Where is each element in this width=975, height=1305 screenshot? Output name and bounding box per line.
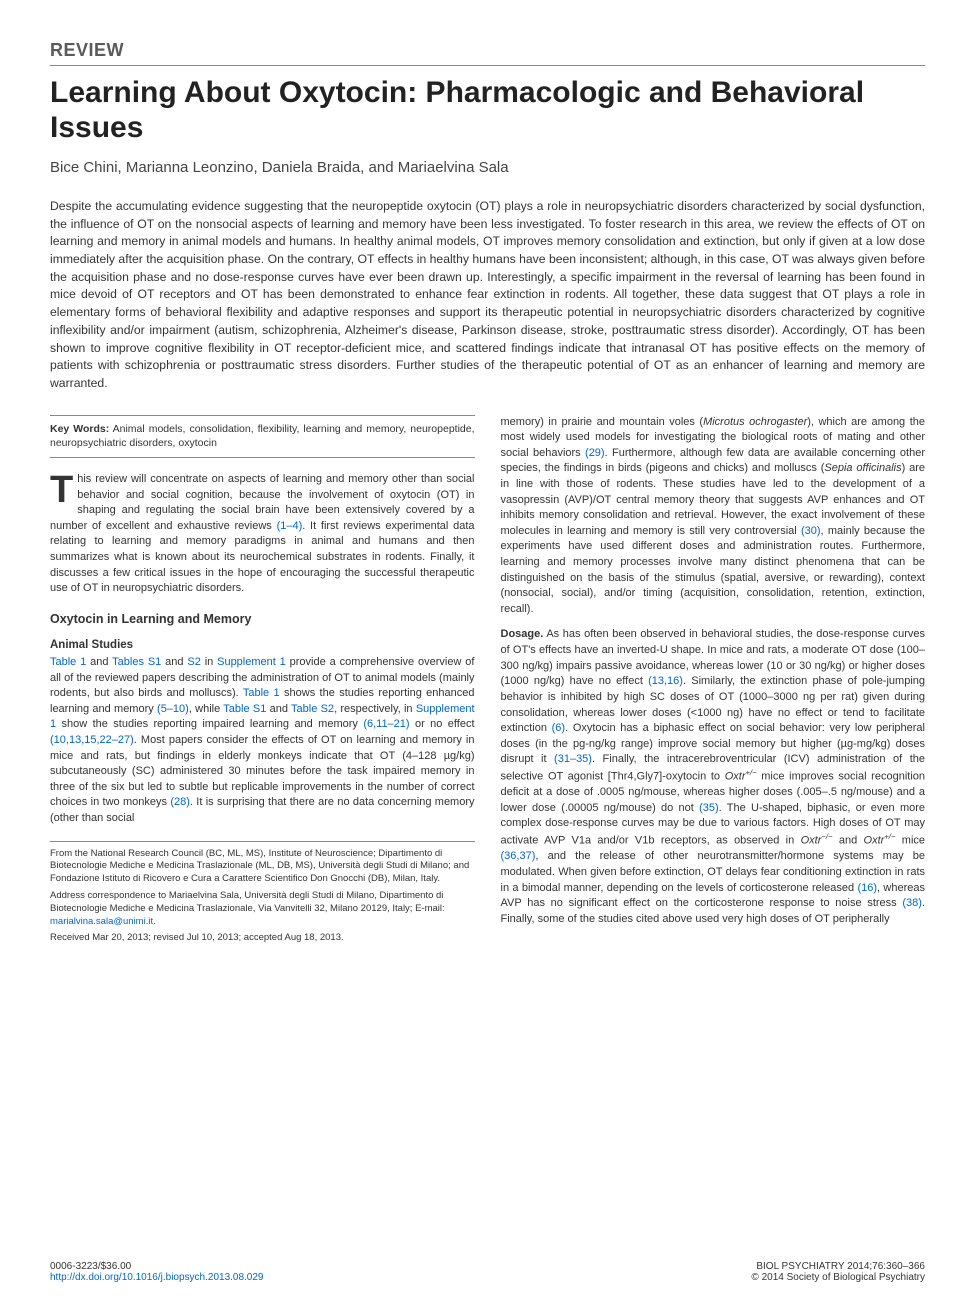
oxtr-3: Oxtr [864,835,885,847]
ref-35[interactable]: (35) [699,802,719,814]
dosage-paragraph: Dosage. As has often been observed in be… [501,627,926,927]
corr-email[interactable]: marialvina.sala@unimi.it [50,916,153,927]
t9: show the studies reporting impaired lear… [56,718,363,730]
oxtr-1: Oxtr [725,771,746,783]
ref-29[interactable]: (29) [585,447,605,459]
right-paragraph-1: memory) in prairie and mountain voles (M… [501,415,926,618]
affiliation-box: From the National Research Council (BC, … [50,841,475,946]
ref-tables2-b[interactable]: Table S2 [291,703,334,715]
ref-30[interactable]: (30) [801,525,821,537]
ref-36-37[interactable]: (36,37) [501,850,536,862]
ref-1-4[interactable]: (1–4) [277,520,303,532]
species-microtus: Microtus ochrogaster [703,416,807,428]
r1i: , mainly because the experiments have us… [501,525,926,615]
animal-studies-paragraph: Table 1 and Tables S1 and S2 in Suppleme… [50,655,475,827]
ref-16[interactable]: (16) [857,882,877,894]
t8: , respectively, in [334,703,416,715]
oxtr-2-sup: −/− [821,832,832,841]
ref-table1-b[interactable]: Table 1 [243,687,280,699]
d7: and [832,835,863,847]
ref-6[interactable]: (6) [552,722,565,734]
t2: and [161,656,187,668]
ref-table1-a[interactable]: Table 1 [50,656,86,668]
corr-period: . [153,916,156,927]
oxtr-3-sup: +/− [884,832,895,841]
keywords-text: Animal models, consolidation, flexibilit… [50,423,475,450]
footer-left: 0006-3223/$36.00 http://dx.doi.org/10.10… [50,1261,264,1283]
dosage-runin: Dosage. [501,628,544,640]
oxtr-1-sup: +/− [745,768,756,777]
page-footer: 0006-3223/$36.00 http://dx.doi.org/10.10… [50,1261,925,1283]
oxtr-2: Oxtr [801,835,822,847]
section-heading-oxytocin: Oxytocin in Learning and Memory [50,611,475,629]
t6: , while [189,703,223,715]
t3: in [201,656,217,668]
ref-13-16[interactable]: (13,16) [648,675,683,687]
body-columns: Key Words: Animal models, consolidation,… [50,415,925,950]
article-title: Learning About Oxytocin: Pharmacologic a… [50,76,925,145]
footer-copyright: © 2014 Society of Biological Psychiatry [751,1272,925,1283]
corr-text: Address correspondence to Mariaelvina Sa… [50,890,445,914]
ref-31-35[interactable]: (31–35) [554,753,592,765]
t10: or no effect [410,718,475,730]
affiliation-from: From the National Research Council (BC, … [50,848,475,886]
affiliation-dates: Received Mar 20, 2013; revised Jul 10, 2… [50,932,475,945]
footer-doi[interactable]: http://dx.doi.org/10.1016/j.biopsych.201… [50,1272,264,1283]
ref-10-27[interactable]: (10,13,15,22–27) [50,734,134,746]
footer-citation: BIOL PSYCHIATRY 2014;76:360–366 [751,1261,925,1272]
author-list: Bice Chini, Marianna Leonzino, Daniela B… [50,159,925,176]
intro-paragraph: This review will concentrate on aspects … [50,472,475,597]
ref-s2[interactable]: S2 [187,656,200,668]
r1a: memory) in prairie and mountain voles ( [501,416,704,428]
footer-issn: 0006-3223/$36.00 [50,1261,264,1272]
keywords-label: Key Words: [50,423,109,435]
species-sepia: Sepia officinalis [824,462,901,474]
ref-supp1-a[interactable]: Supplement 1 [217,656,286,668]
affiliation-address: Address correspondence to Mariaelvina Sa… [50,890,475,928]
abstract: Despite the accumulating evidence sugges… [50,198,925,393]
article-type: Review [50,40,925,61]
footer-right: BIOL PSYCHIATRY 2014;76:360–366 © 2014 S… [751,1261,925,1283]
column-right: memory) in prairie and mountain voles (M… [501,415,926,950]
t1: and [86,656,112,668]
ref-6-11-21[interactable]: (6,11–21) [363,718,409,730]
keywords-box: Key Words: Animal models, consolidation,… [50,415,475,458]
column-left: Key Words: Animal models, consolidation,… [50,415,475,950]
ref-tables1[interactable]: Tables S1 [112,656,161,668]
dropcap: T [50,472,77,506]
d8: mice [895,835,925,847]
ref-tables1-b[interactable]: Table S1 [223,703,266,715]
ref-28[interactable]: (28) [170,796,190,808]
ref-38[interactable]: (38) [902,897,922,909]
ref-5-10[interactable]: (5–10) [157,703,189,715]
title-rule [50,65,925,66]
subsection-heading-animal: Animal Studies [50,637,475,653]
t7: and [266,703,291,715]
